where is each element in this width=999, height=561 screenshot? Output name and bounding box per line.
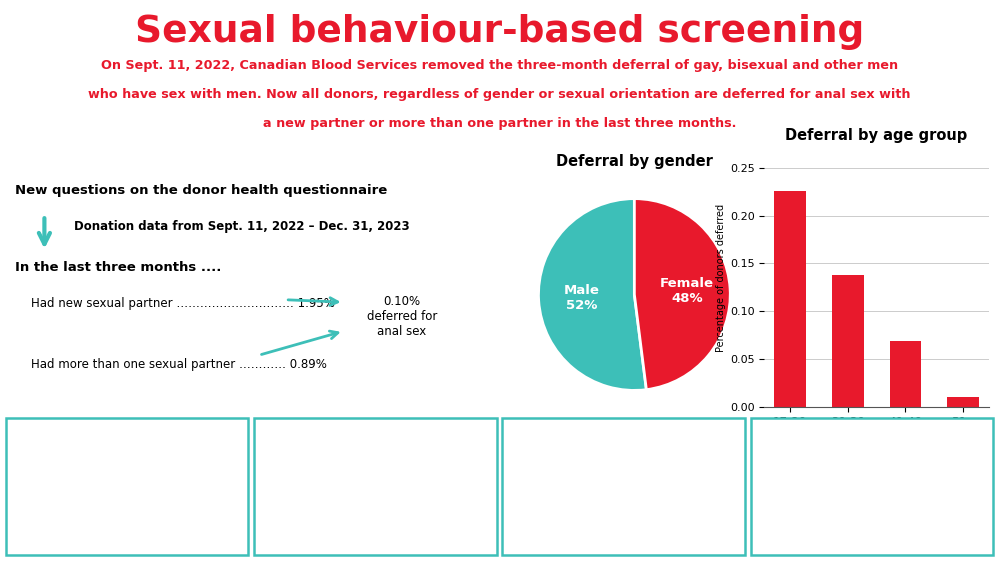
Text: A newly acquired infection may not be
detected by the laboratory tests. A period: A newly acquired infection may not be de… xyxy=(25,456,230,519)
Text: New questions on the donor health questionnaire: New questions on the donor health questi… xyxy=(15,184,388,197)
Text: Statistically, anal sex has a significantly
higher chance of HIV transmission pe: Statistically, anal sex has a significan… xyxy=(525,456,721,493)
Title: Deferral by age group: Deferral by age group xyxy=(785,128,968,143)
Text: who have sex with men. Now all donors, regardless of gender or sexual orientatio: who have sex with men. Now all donors, r… xyxy=(88,88,911,101)
Text: Female
48%: Female 48% xyxy=(660,277,714,305)
Text: In the last three months ....: In the last three months .... xyxy=(15,261,222,274)
Text: Why ‘in the last three months’?: Why ‘in the last three months’? xyxy=(31,427,224,438)
Text: On Sept. 11, 2022, Canadian Blood Services removed the three-month deferral of g: On Sept. 11, 2022, Canadian Blood Servic… xyxy=(101,59,898,72)
Text: Had new sexual partner ………………………… 1.95%: Had new sexual partner ………………………… 1.95% xyxy=(31,297,335,310)
Text: Why ‘new’ or ‘multiple’ partners?: Why ‘new’ or ‘multiple’ partners? xyxy=(273,427,479,438)
Title: Deferral by gender: Deferral by gender xyxy=(555,154,713,169)
Bar xyxy=(889,341,921,407)
Bar xyxy=(832,275,864,407)
Text: The chance of acquiring a new HIV
infection increases when there are new
partner: The chance of acquiring a new HIV infect… xyxy=(279,456,472,493)
Text: Sexual behaviour-based screening: Sexual behaviour-based screening xyxy=(135,14,864,50)
Bar xyxy=(774,191,806,407)
Bar xyxy=(947,397,979,407)
Text: 0.10%
deferred for
anal sex: 0.10% deferred for anal sex xyxy=(367,295,437,338)
Text: Male
52%: Male 52% xyxy=(563,284,599,312)
Text: Why focus on anal sex?: Why focus on anal sex? xyxy=(551,427,695,438)
Text: a new partner or more than one partner in the last three months.: a new partner or more than one partner i… xyxy=(263,117,736,130)
Text: Had more than one sexual partner ………… 0.89%: Had more than one sexual partner ………… 0.… xyxy=(31,358,327,371)
Text: From Sept. 11, 2022, to Dec. 31, 2023,
there have been 1,286 donors deferred
(0.: From Sept. 11, 2022, to Dec. 31, 2023, t… xyxy=(776,427,968,503)
Wedge shape xyxy=(538,199,646,390)
Text: Donation data from Sept. 11, 2022 – Dec. 31, 2023: Donation data from Sept. 11, 2022 – Dec.… xyxy=(74,220,410,233)
Y-axis label: Percentage of donors deferred: Percentage of donors deferred xyxy=(715,204,725,352)
Wedge shape xyxy=(634,199,730,390)
